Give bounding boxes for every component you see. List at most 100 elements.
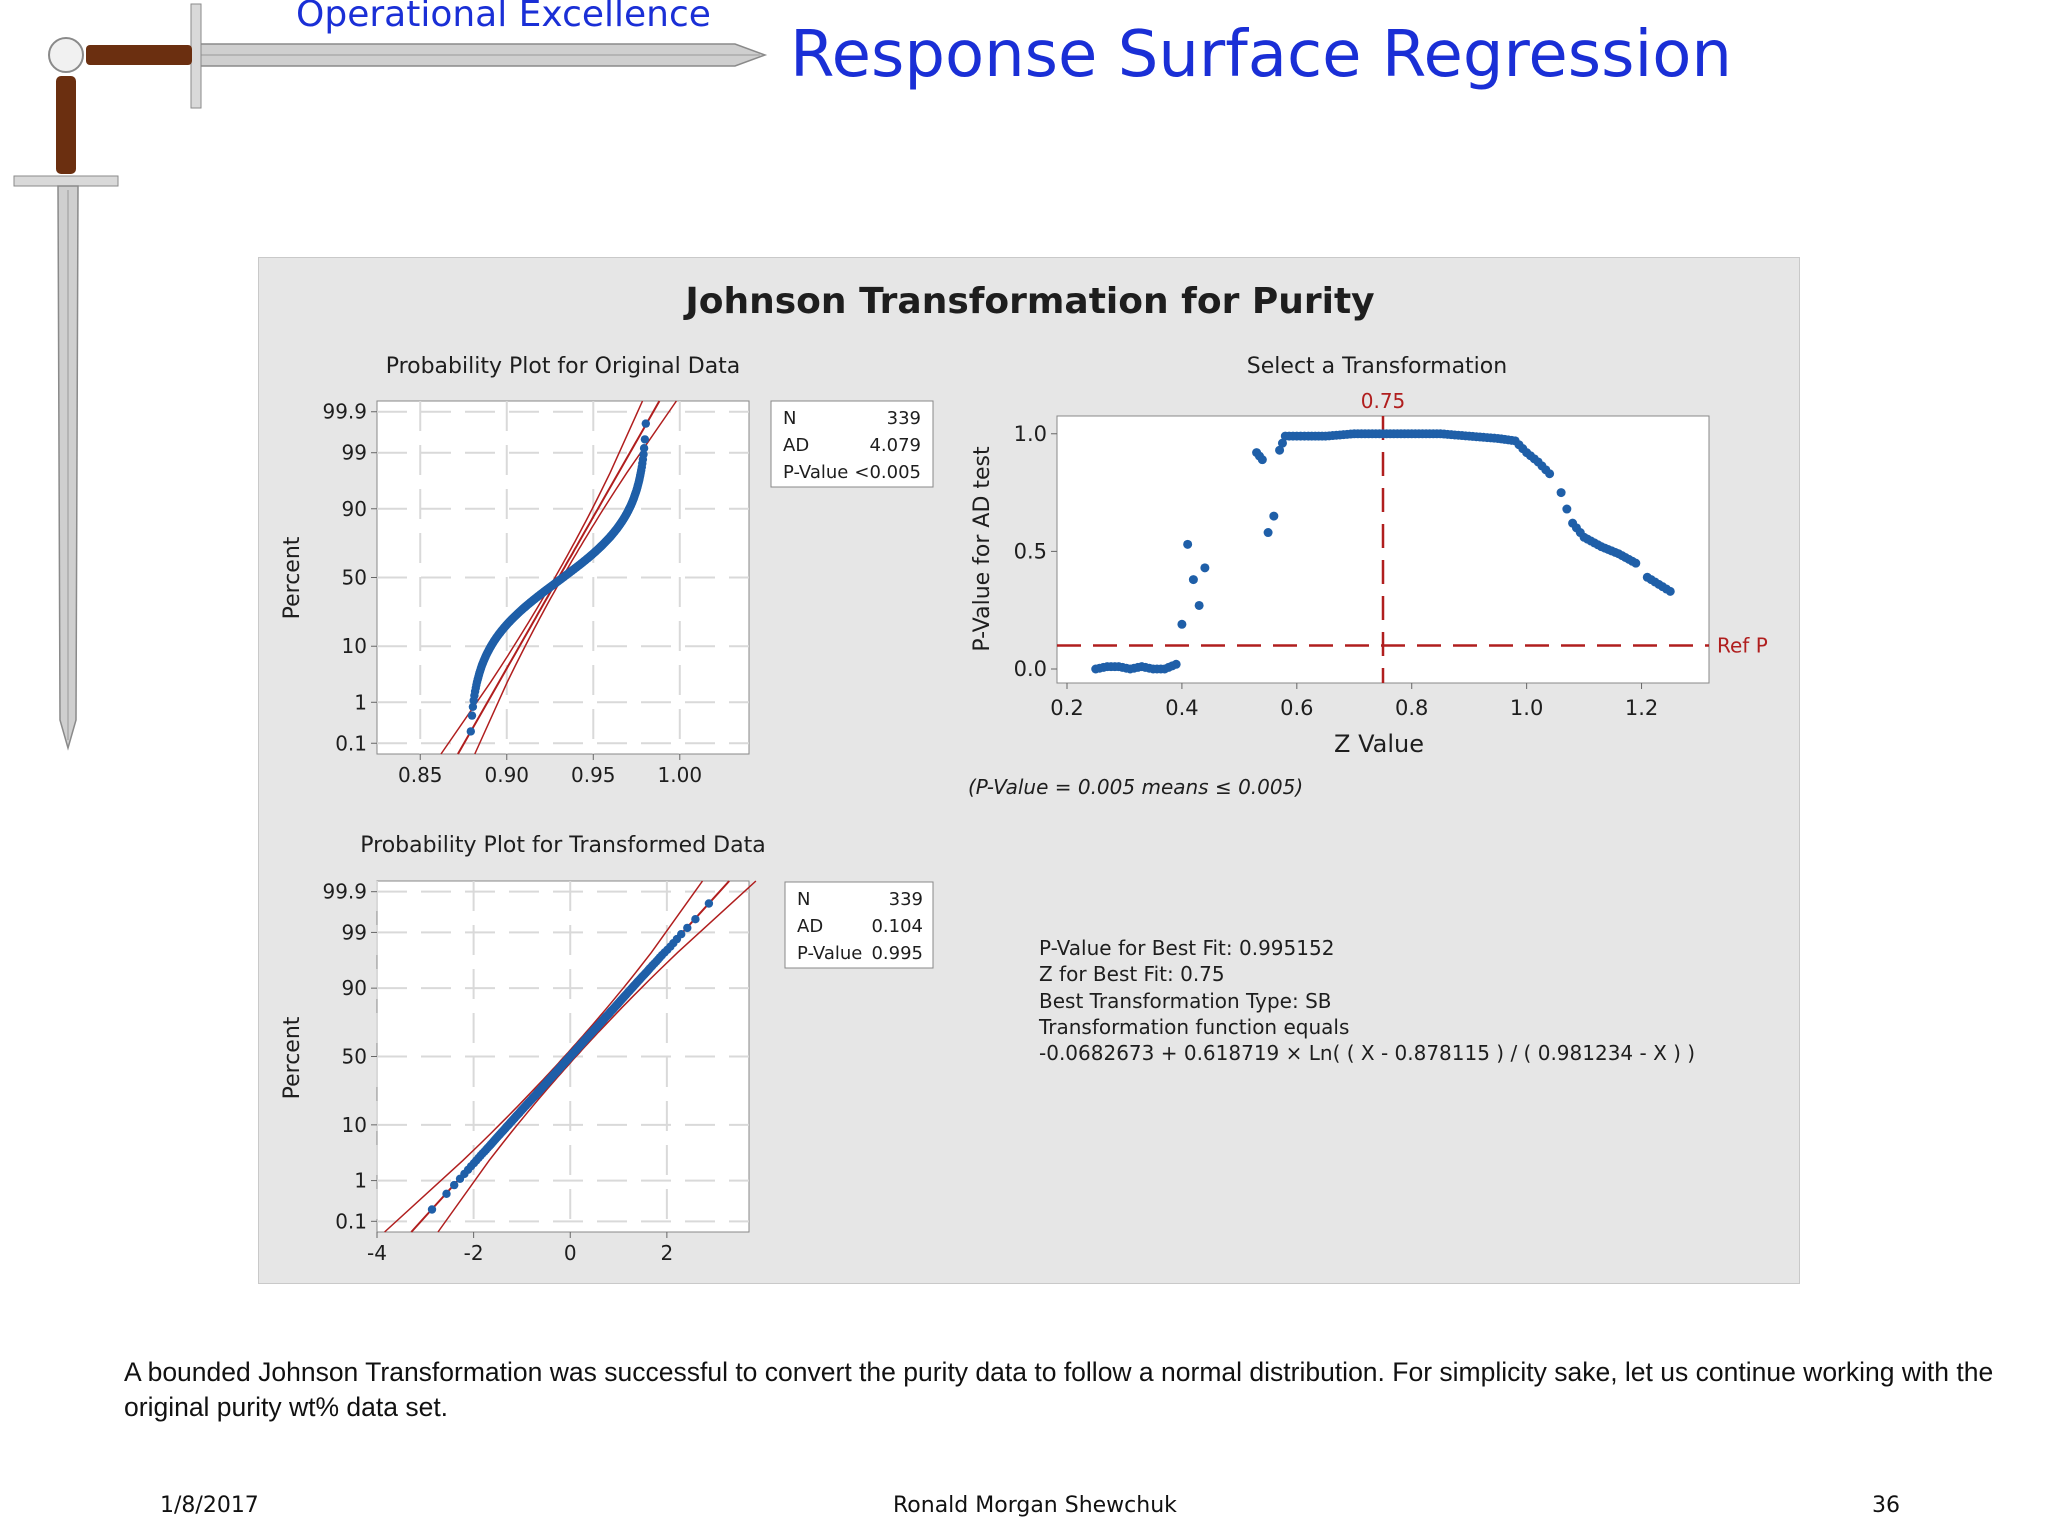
y-tick-label: 10 xyxy=(342,634,367,658)
data-point xyxy=(1631,558,1641,568)
plot2-title: Select a Transformation xyxy=(1247,354,1507,379)
data-point xyxy=(450,1180,459,1190)
plot2-xlabel: Z Value xyxy=(1334,730,1424,758)
x-tick-label: 0.2 xyxy=(1050,696,1083,720)
data-point xyxy=(1665,586,1675,596)
data-point xyxy=(1183,539,1193,549)
y-tick-label: 99.9 xyxy=(322,880,367,904)
plot3-stat-ad: 0.104 xyxy=(871,916,923,937)
x-tick-label: 1.00 xyxy=(658,763,703,787)
plot1-stat-p: <0.005 xyxy=(854,462,921,483)
plot1-stats-box xyxy=(770,400,934,488)
data-point xyxy=(1269,511,1279,521)
data-point xyxy=(1257,455,1267,465)
x-tick-label: -4 xyxy=(367,1241,387,1265)
y-tick-label: 0.5 xyxy=(1014,539,1047,563)
data-point xyxy=(1263,528,1273,538)
x-tick-label: 0.95 xyxy=(571,763,616,787)
footer-date: 1/8/2017 xyxy=(160,1493,259,1518)
plot3-title: Probability Plot for Transformed Data xyxy=(360,833,765,858)
plot2-note: (P-Value = 0.005 means ≤ 0.005) xyxy=(968,775,1303,799)
best-fit-type: Best Transformation Type: SB xyxy=(1039,989,1332,1013)
y-tick-label: 50 xyxy=(342,1045,367,1069)
best-z-label: 0.75 xyxy=(1361,389,1406,413)
data-point xyxy=(1545,469,1555,479)
data-point xyxy=(1556,488,1566,498)
plot2-ylabel: P-Value for AD test xyxy=(970,446,995,652)
x-tick-label: 0.8 xyxy=(1395,696,1428,720)
x-tick-label: 0.90 xyxy=(485,763,530,787)
y-tick-label: 0.0 xyxy=(1014,657,1047,681)
plot1-stat-p-label: P-Value xyxy=(783,462,848,483)
data-point xyxy=(466,727,475,736)
data-point xyxy=(641,419,650,428)
data-point xyxy=(1194,600,1204,610)
y-tick-label: 1.0 xyxy=(1014,422,1047,446)
data-point xyxy=(1277,438,1287,448)
x-tick-label: 2 xyxy=(661,1241,674,1265)
ci-line xyxy=(440,400,644,755)
best-fit-pvalue: P-Value for Best Fit: 0.995152 xyxy=(1039,936,1334,960)
brand-title: Operational Excellence xyxy=(296,0,711,35)
y-tick-label: 99 xyxy=(342,441,367,465)
footer-author: Ronald Morgan Shewchuk xyxy=(893,1493,1177,1518)
plot3-stats-box xyxy=(784,881,934,969)
plot1-stat-n: 339 xyxy=(887,408,921,429)
plot3-ylabel: Percent xyxy=(280,1016,305,1099)
ci-line xyxy=(384,880,704,1233)
data-point xyxy=(468,702,478,711)
data-point xyxy=(1171,659,1181,669)
slide-title: Response Surface Regression xyxy=(790,18,1732,92)
y-tick-label: 99.9 xyxy=(322,400,367,424)
y-tick-label: 90 xyxy=(342,976,367,1000)
footer-page-number: 36 xyxy=(1872,1493,1900,1518)
y-tick-label: 50 xyxy=(342,566,367,590)
best-fit-function: -0.0682673 + 0.618719 × Ln( ( X - 0.8781… xyxy=(1039,1041,1695,1065)
plot1-stat-ad-label: AD xyxy=(783,435,809,456)
y-tick-label: 99 xyxy=(342,920,367,944)
data-point xyxy=(704,899,714,908)
x-tick-label: 1.2 xyxy=(1625,696,1658,720)
data-point xyxy=(639,444,649,453)
ci-line xyxy=(437,880,757,1233)
best-fit-function-label: Transformation function equals xyxy=(1038,1015,1349,1039)
data-point xyxy=(640,435,650,444)
figure-panel: Johnson Transformation for Purity Probab… xyxy=(258,257,1800,1284)
x-tick-label: 0.6 xyxy=(1280,696,1313,720)
y-tick-label: 1 xyxy=(354,1169,367,1193)
sword-logo-icon xyxy=(13,3,768,751)
plot3-stat-p: 0.995 xyxy=(871,943,923,964)
plot1-stat-ad: 4.079 xyxy=(869,435,921,456)
ref-p-label: Ref P xyxy=(1717,633,1768,657)
plot1-ylabel: Percent xyxy=(280,536,305,619)
data-point xyxy=(467,711,477,720)
body-text: A bounded Johnson Transformation was suc… xyxy=(124,1357,1994,1422)
data-point xyxy=(1188,575,1198,585)
data-point xyxy=(1275,445,1285,455)
y-tick-label: 1 xyxy=(354,690,367,714)
x-tick-label: -2 xyxy=(464,1241,484,1265)
figure-svg: Johnson Transformation for Purity Probab… xyxy=(280,281,1768,1265)
x-tick-label: 1.0 xyxy=(1510,696,1543,720)
data-point xyxy=(442,1189,451,1198)
plot3-stat-ad-label: AD xyxy=(797,916,823,937)
data-point xyxy=(1200,563,1210,573)
plot1-title: Probability Plot for Original Data xyxy=(386,354,741,379)
y-tick-label: 0.1 xyxy=(335,731,367,755)
data-point xyxy=(427,1205,437,1214)
data-point xyxy=(691,915,700,924)
data-point xyxy=(1562,504,1572,514)
plot3-stat-p-label: P-Value xyxy=(797,943,862,964)
x-tick-label: 0.4 xyxy=(1165,696,1198,720)
data-point xyxy=(677,930,686,939)
plot3-stat-n-label: N xyxy=(797,889,810,910)
data-point xyxy=(639,450,648,459)
data-point xyxy=(683,923,692,933)
figure-title: Johnson Transformation for Purity xyxy=(682,281,1374,322)
x-tick-label: 0.85 xyxy=(398,763,443,787)
plot1-stat-n-label: N xyxy=(783,408,796,429)
x-tick-label: 0 xyxy=(564,1241,577,1265)
y-tick-label: 90 xyxy=(342,497,367,521)
plot3-stat-n: 339 xyxy=(889,889,923,910)
y-tick-label: 10 xyxy=(342,1113,367,1137)
